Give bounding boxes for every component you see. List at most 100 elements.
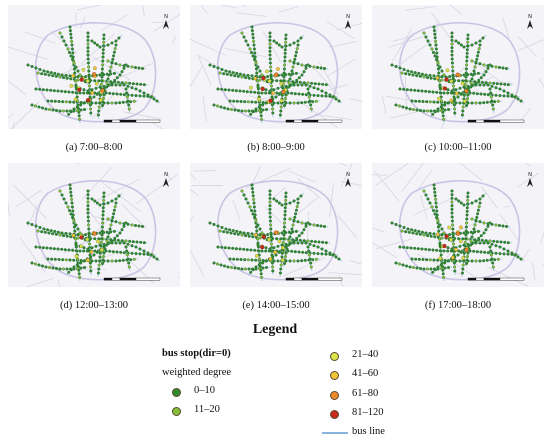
bus-stop <box>439 91 443 95</box>
bus-stop <box>282 79 286 83</box>
bus-stop <box>304 224 308 228</box>
bus-stop <box>491 261 495 265</box>
bus-stop <box>106 59 110 63</box>
bus-stop <box>79 101 83 105</box>
bus-stop <box>314 99 318 103</box>
bus-stop <box>120 81 124 85</box>
bus-stop <box>60 247 64 251</box>
bus-stop <box>296 197 300 201</box>
bus-stop <box>139 82 143 86</box>
street <box>11 121 16 129</box>
bus-stop-busy <box>86 258 90 262</box>
bus-stop <box>293 57 297 61</box>
bus-stop <box>268 200 272 204</box>
bus-line <box>247 64 309 118</box>
bus-stop <box>312 244 316 248</box>
bus-stop <box>435 51 439 55</box>
bus-stop <box>246 73 250 77</box>
bus-stop <box>51 266 55 270</box>
bus-stop <box>232 99 236 103</box>
bus-stop <box>300 83 304 87</box>
bus-stop <box>433 36 437 40</box>
bus-stop <box>98 255 102 259</box>
bus-stop <box>95 250 99 254</box>
bus-stop <box>482 221 486 225</box>
bus-stop <box>480 80 484 84</box>
street <box>116 62 154 80</box>
bus-stop <box>489 91 493 95</box>
bus-stop <box>450 215 454 219</box>
bus-stop <box>421 258 425 262</box>
bus-stop <box>117 194 121 198</box>
bus-stop <box>46 70 50 74</box>
bus-stop <box>125 253 129 257</box>
bus-stop <box>432 29 436 33</box>
street <box>99 253 116 260</box>
bus-stop <box>499 240 503 244</box>
bus-stop-busy <box>256 97 261 101</box>
bus-stop <box>260 73 264 77</box>
scale-bar-segment <box>475 119 485 123</box>
bus-stop <box>72 109 76 113</box>
bus-stop-busy <box>449 79 454 84</box>
bus-stop <box>240 189 244 193</box>
panel-caption: (a) 7:00–8:00 <box>65 142 123 153</box>
bus-stop <box>56 230 60 234</box>
bus-stop <box>440 233 444 237</box>
panel-caption: (c) 10:00–11:00 <box>424 142 492 153</box>
bus-stop <box>450 193 454 197</box>
bus-stop <box>429 109 433 113</box>
bus-stop <box>130 223 134 227</box>
bus-stop <box>130 244 134 248</box>
bus-stop <box>240 233 244 237</box>
bus-stop <box>250 187 254 191</box>
bus-stop <box>433 190 437 194</box>
bus-stop <box>121 258 125 262</box>
bus-stop <box>51 108 55 112</box>
bus-stop <box>311 100 315 104</box>
bus-stop <box>490 257 494 261</box>
bus-stop <box>296 201 300 205</box>
bus-stop <box>86 211 90 215</box>
bus-stop <box>481 36 485 40</box>
bus-stop <box>98 231 102 235</box>
bus-stop <box>127 103 131 107</box>
bus-stop <box>431 112 435 116</box>
bus-stop <box>280 45 284 49</box>
bus-stop <box>478 43 482 47</box>
bus-stop-map: N <box>190 5 362 129</box>
bus-stop <box>410 228 414 232</box>
bus-stop <box>466 242 470 246</box>
street <box>172 35 177 44</box>
bus-stop <box>112 229 116 233</box>
street <box>538 78 544 88</box>
bus-stop <box>294 229 298 233</box>
bus-stop <box>316 94 320 98</box>
bus-stop <box>279 263 283 267</box>
street <box>326 21 355 40</box>
bus-stop <box>122 222 126 226</box>
bus-stop <box>142 241 146 245</box>
bus-stop <box>265 266 269 270</box>
bus-stop <box>87 232 91 236</box>
bus-stop <box>231 88 235 92</box>
bus-stop <box>240 267 244 271</box>
bus-stop <box>432 183 436 187</box>
bus-stop <box>482 231 486 235</box>
bus-stop <box>425 100 429 104</box>
bus-stop <box>432 25 436 29</box>
bus-stop <box>436 225 440 229</box>
bus-stop <box>459 92 463 96</box>
bus-stop-hot <box>100 88 105 93</box>
bus-stop <box>102 93 106 97</box>
bus-stop <box>456 253 460 257</box>
street <box>329 40 357 48</box>
scale-bar-segment <box>285 119 295 123</box>
bus-stop <box>86 200 90 204</box>
bus-stop <box>82 88 86 92</box>
bus-stop <box>250 232 254 236</box>
bus-stop <box>75 249 79 253</box>
bus-stop <box>404 72 408 76</box>
bus-stop <box>460 113 464 117</box>
bus-stop <box>255 71 259 75</box>
